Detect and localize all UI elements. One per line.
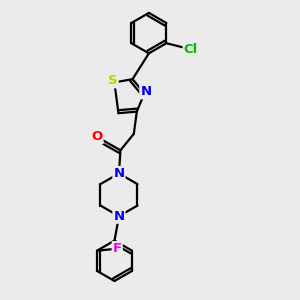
Text: N: N xyxy=(140,85,152,98)
Text: O: O xyxy=(91,130,103,143)
Text: Cl: Cl xyxy=(184,43,198,56)
Text: F: F xyxy=(112,242,122,255)
Text: S: S xyxy=(108,74,118,87)
Text: N: N xyxy=(113,210,124,223)
Text: N: N xyxy=(113,167,124,180)
